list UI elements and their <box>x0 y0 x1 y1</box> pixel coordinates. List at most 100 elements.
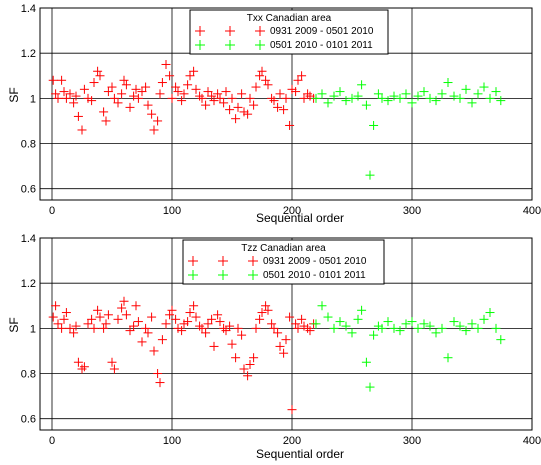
data-point <box>425 93 435 103</box>
data-point <box>455 93 465 103</box>
data-point <box>496 335 506 345</box>
data-point <box>273 102 283 112</box>
data-point <box>395 93 405 103</box>
chart-tzz: Sequential order SF 0 100 200 300 400 0.6 0.8 1… <box>7 233 541 461</box>
legend-box <box>182 239 385 285</box>
data-point <box>101 116 111 126</box>
data-point <box>431 96 441 106</box>
x-axis-label: Sequential order <box>256 447 344 461</box>
data-point <box>147 109 157 119</box>
data-point <box>287 405 297 415</box>
data-point <box>179 89 189 99</box>
data-point <box>285 120 295 130</box>
data-point <box>491 87 501 97</box>
data-point <box>137 337 147 347</box>
data-point <box>285 312 295 322</box>
data-point <box>77 125 87 135</box>
data-point <box>419 87 429 97</box>
data-point <box>225 105 235 115</box>
data-point <box>48 312 58 322</box>
legend-marker <box>195 40 205 50</box>
data-point <box>389 323 399 333</box>
data-point <box>323 312 333 322</box>
data-point <box>437 89 447 99</box>
data-point <box>61 93 71 103</box>
data-point <box>219 323 229 333</box>
data-point <box>191 312 201 322</box>
data-point <box>93 305 103 315</box>
x-tick-label: 100 <box>163 205 181 217</box>
data-point <box>149 125 159 135</box>
data-point <box>51 89 61 99</box>
data-point <box>171 82 181 92</box>
legend-marker <box>188 270 198 280</box>
data-point <box>413 91 423 101</box>
data-point <box>155 89 165 99</box>
data-point <box>443 78 453 88</box>
data-point <box>237 89 247 99</box>
data-point <box>143 100 153 110</box>
data-point <box>107 357 117 367</box>
data-point <box>231 353 241 363</box>
data-point <box>59 87 69 97</box>
data-point <box>113 98 123 108</box>
data-point <box>231 114 241 124</box>
data-point <box>341 321 351 331</box>
data-point <box>213 89 223 99</box>
data-point <box>361 357 371 367</box>
data-point <box>407 317 417 327</box>
data-point <box>93 66 103 76</box>
data-point <box>485 93 495 103</box>
data-point <box>419 319 429 329</box>
data-point <box>195 321 205 331</box>
data-point <box>347 328 357 338</box>
data-point <box>155 378 165 388</box>
data-point <box>121 80 131 90</box>
data-point <box>413 323 423 333</box>
data-point <box>233 323 243 333</box>
data-point <box>267 93 277 103</box>
y-tick-label: 1.4 <box>21 233 36 245</box>
data-point <box>479 82 489 92</box>
data-point <box>491 323 501 333</box>
data-point <box>335 87 345 97</box>
data-point <box>377 323 387 333</box>
data-point <box>201 328 211 338</box>
data-point <box>133 93 143 103</box>
x-axis-label: Sequential order <box>256 211 344 225</box>
data-point <box>103 87 113 97</box>
data-point <box>143 328 153 338</box>
data-point <box>189 301 199 311</box>
legend-marker <box>195 26 205 36</box>
data-point <box>65 323 75 333</box>
legend-marker <box>248 256 258 266</box>
legend-entry: 0501 2010 - 0101 2011 <box>263 270 366 281</box>
data-point <box>79 84 89 94</box>
data-point <box>443 353 453 363</box>
data-point <box>245 93 255 103</box>
data-point <box>395 326 405 336</box>
series-1 <box>48 296 319 415</box>
data-point <box>209 341 219 351</box>
legend-entry: 0931 2009 - 0501 2010 <box>270 26 374 37</box>
data-point <box>215 317 225 327</box>
data-point <box>131 301 141 311</box>
data-point <box>329 323 339 333</box>
data-point <box>317 89 327 99</box>
data-point <box>137 87 147 97</box>
data-point <box>249 353 259 363</box>
data-point <box>103 310 113 320</box>
data-point <box>195 91 205 101</box>
data-point <box>215 93 225 103</box>
data-point <box>185 71 195 81</box>
data-point <box>203 319 213 329</box>
data-point <box>73 111 83 121</box>
data-point <box>77 364 87 374</box>
data-point <box>71 91 81 101</box>
legend-marker <box>218 270 228 280</box>
data-point <box>213 310 223 320</box>
data-point <box>373 321 383 331</box>
legend-title: Tzz Canadian area <box>241 243 326 254</box>
series-1 <box>48 59 319 135</box>
data-point <box>291 87 301 97</box>
